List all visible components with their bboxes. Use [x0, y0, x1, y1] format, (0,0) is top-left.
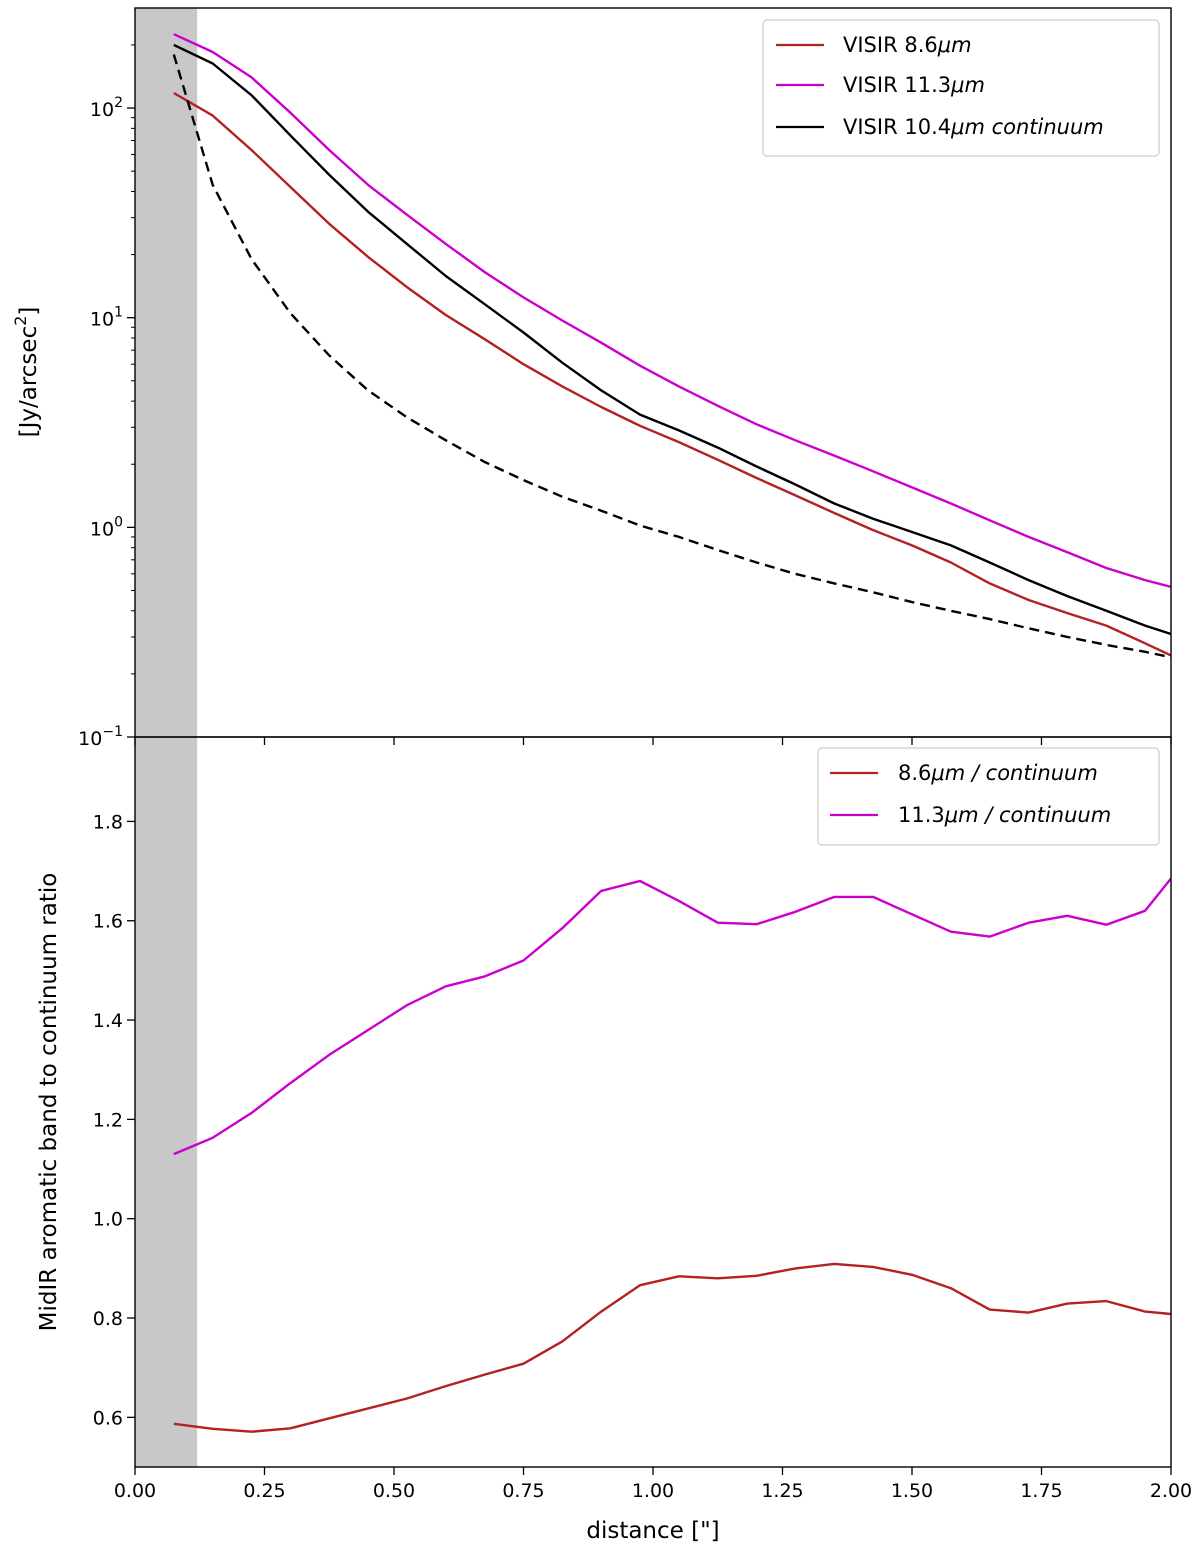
- shaded-region-top: [135, 8, 198, 737]
- top-panel-lines: [172, 33, 1171, 659]
- top-y-tick-label: 100: [90, 514, 123, 540]
- legend-label-8.6-ratio: 8.6μm / continuum: [898, 761, 1098, 785]
- top-y-axis-label: [Jy/arcsec2]: [11, 307, 42, 438]
- series-line-8.6-m-continuum: [173, 1262, 1171, 1433]
- x-tick-label: 0.75: [502, 1480, 544, 1502]
- x-tick-label: 1.25: [761, 1480, 803, 1502]
- series-line-visir-8.6-m: [173, 91, 1171, 657]
- bottom-panel-frame: [134, 736, 1172, 1468]
- top-y-tick-label: 101: [90, 305, 123, 331]
- top-y-tick-label: 102: [90, 95, 123, 121]
- bottom-y-tick-label: 1.6: [93, 911, 123, 933]
- series-line-visir-10.4-m-continuum: [173, 43, 1171, 636]
- bottom-legend: 8.6μm / continuum 11.3μm / continuum: [817, 747, 1160, 846]
- series-line-visir-11.3-m: [173, 33, 1171, 589]
- legend-label-11.3-ratio: 11.3μm / continuum: [898, 803, 1111, 827]
- top-legend: VISIR 8.6μm VISIR 11.3μm VISIR 10.4μm co…: [762, 19, 1160, 157]
- top-legend-box: [762, 19, 1160, 157]
- x-tick-label: 0.00: [114, 1480, 156, 1502]
- legend-label-visir-8.6: VISIR 8.6μm: [843, 33, 972, 57]
- x-axis-label: distance ["]: [586, 1518, 719, 1544]
- x-tick-label: 1.50: [891, 1480, 933, 1502]
- x-tick-label: 2.00: [1150, 1480, 1192, 1502]
- series-line-11.3-m-continuum: [173, 877, 1171, 1156]
- bottom-panel-ticks: 0.6 0.8 1.0 1.2 1.4 1.6 1.8 0.00 0.25 0.50 0.75 1.0…: [93, 811, 1192, 1502]
- x-tick-label: 0.50: [373, 1480, 415, 1502]
- top-panel-ticks: 102 101 100 10−1: [78, 44, 1172, 750]
- bottom-y-tick-label: 1.2: [93, 1109, 123, 1131]
- bottom-y-axis-label: MidIR aromatic band to continuum ratio: [36, 873, 62, 1332]
- bottom-y-tick-label: 1.0: [93, 1209, 123, 1231]
- shaded-region-bottom: [135, 737, 198, 1467]
- bottom-y-tick-label: 1.8: [93, 811, 123, 833]
- top-y-tick-label: 10−1: [78, 724, 123, 750]
- series-line-model-dashed: [172, 54, 1171, 659]
- x-tick-label: 1.00: [632, 1480, 674, 1502]
- x-tick-label: 1.75: [1020, 1480, 1062, 1502]
- legend-label-visir-10.4-continuum: VISIR 10.4μm continuum: [843, 115, 1104, 139]
- bottom-y-tick-label: 0.8: [93, 1308, 123, 1330]
- bottom-y-tick-label: 1.4: [93, 1010, 123, 1032]
- legend-label-visir-11.3: VISIR 11.3μm: [843, 73, 985, 97]
- bottom-panel-lines: [173, 877, 1171, 1433]
- bottom-legend-box: [817, 747, 1160, 846]
- bottom-y-tick-label: 0.6: [93, 1407, 123, 1429]
- x-tick-label: 0.25: [243, 1480, 285, 1502]
